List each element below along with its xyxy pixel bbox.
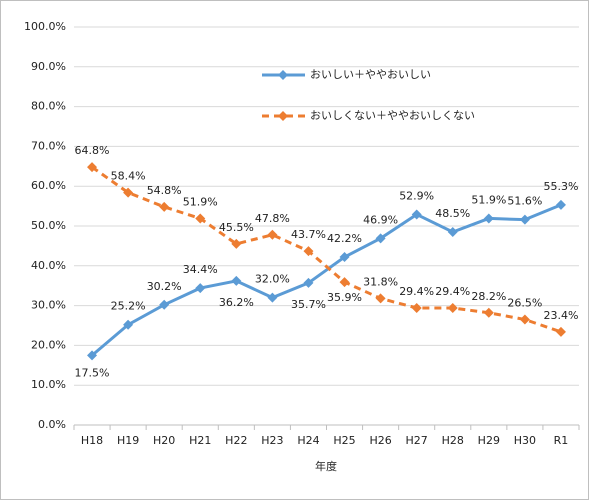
marker [87,350,98,361]
data-label: 35.7% [291,298,326,311]
y-tick-label: 100.0% [24,20,66,33]
marker [447,226,458,237]
marker [519,214,530,225]
marker [339,252,350,263]
y-tick-label: 0.0% [38,418,66,431]
data-label: 51.9% [183,195,218,208]
marker [339,277,350,288]
marker [123,187,134,198]
legend-label: おいしい＋ややおいしい [310,68,431,81]
x-tick-label: H26 [369,434,391,447]
marker [411,302,422,313]
data-label: 55.3% [543,180,578,193]
data-label: 30.2% [147,280,182,293]
marker [411,209,422,220]
x-tick-label: H20 [153,434,175,447]
data-label: 26.5% [507,297,542,310]
x-tick-label: H30 [514,434,536,447]
data-label: 29.4% [399,285,434,298]
data-label: 54.8% [147,184,182,197]
data-label: 42.2% [327,232,362,245]
data-label: 36.2% [219,296,254,309]
y-tick-label: 80.0% [31,100,66,113]
data-label: 34.4% [183,263,218,276]
marker [375,233,386,244]
marker [447,302,458,313]
data-label: 17.5% [75,366,110,379]
y-tick-label: 70.0% [31,139,66,152]
data-label: 64.8% [75,144,110,157]
data-label: 35.9% [327,291,362,304]
data-label: 43.7% [291,228,326,241]
data-label: 32.0% [255,273,290,286]
x-axis-title: 年度 [315,459,337,473]
series-line [91,203,562,357]
marker [195,213,206,224]
x-tick-label: H27 [406,434,428,447]
x-tick-label: H18 [81,434,103,447]
legend-marker [278,111,288,121]
marker [195,283,206,294]
data-label: 28.2% [471,290,506,303]
data-label: 48.5% [435,207,470,220]
marker [303,277,314,288]
marker [555,326,566,337]
marker [483,213,494,224]
data-label: 45.5% [219,221,254,234]
marker [123,319,134,330]
marker [231,275,242,286]
data-label: 23.4% [543,309,578,322]
x-tick-label: H23 [261,434,283,447]
x-tick-label: H25 [333,434,355,447]
data-label: 51.6% [507,195,542,208]
x-tick-label: H28 [442,434,464,447]
legend-label: おいしくない＋ややおいしくない [310,109,475,122]
marker [159,299,170,310]
x-tick-label: H19 [117,434,139,447]
y-tick-label: 40.0% [31,259,66,272]
x-tick-label: H22 [225,434,247,447]
marker [519,314,530,325]
data-label: 52.9% [399,189,434,202]
marker [267,292,278,303]
marker [483,307,494,318]
data-label: 51.9% [471,193,506,206]
y-tick-label: 30.0% [31,299,66,312]
series-line [91,165,562,334]
x-tick-label: H29 [478,434,500,447]
data-label: 29.4% [435,285,470,298]
data-label: 58.4% [111,170,146,183]
y-tick-label: 50.0% [31,219,66,232]
x-tick-label: H24 [297,434,319,447]
marker [267,229,278,240]
marker [159,201,170,212]
data-label: 25.2% [111,300,146,313]
marker [375,293,386,304]
x-tick-label: R1 [554,434,569,447]
data-label: 31.8% [363,275,398,288]
data-label: 47.8% [255,212,290,225]
marker [87,162,98,173]
y-tick-label: 10.0% [31,378,66,391]
y-tick-label: 90.0% [31,60,66,73]
marker [555,199,566,210]
y-tick-label: 60.0% [31,179,66,192]
marker [231,238,242,249]
marker [303,246,314,257]
data-label: 46.9% [363,213,398,226]
x-tick-label: H21 [189,434,211,447]
legend-marker [278,70,288,80]
y-tick-label: 20.0% [31,338,66,351]
